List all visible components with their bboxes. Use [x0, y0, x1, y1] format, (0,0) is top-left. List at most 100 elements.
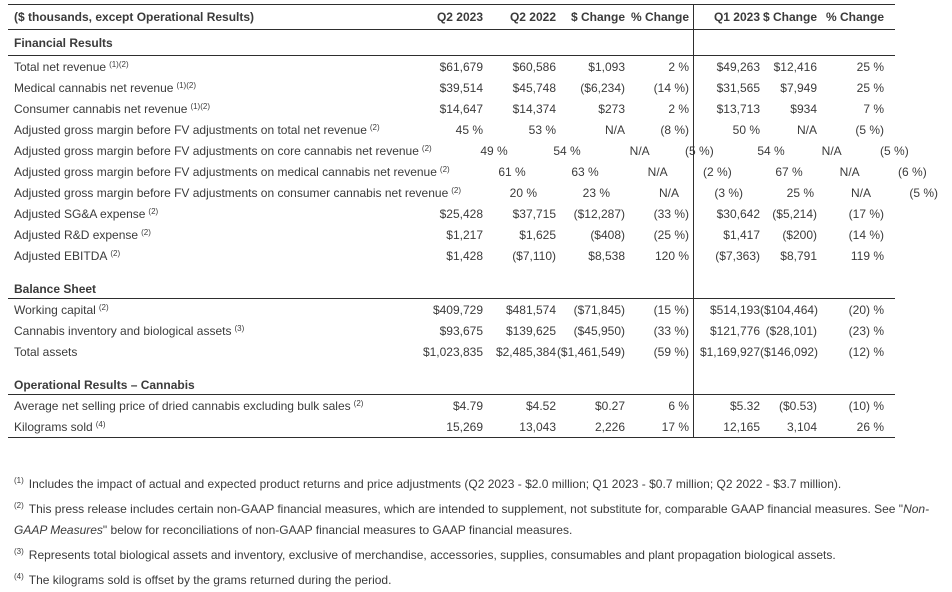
row-label: Adjusted gross margin before FV adjustme… — [14, 185, 462, 200]
section-header-operational-results: Operational Results – Cannabis — [8, 376, 895, 395]
footnote-ref: (2) — [148, 206, 159, 216]
footnote-ref: (2) — [421, 143, 432, 153]
table-cell: 49 % — [480, 143, 508, 158]
table-cell: ($200) — [782, 227, 817, 242]
table-row: Kilograms sold (4) 15,269 13,043 2,226 17… — [8, 416, 895, 437]
footnote-text: Includes the impact of actual and expect… — [28, 477, 842, 491]
table-cell: (5 %) — [909, 185, 939, 200]
footnote-ref: (2) — [353, 398, 364, 408]
table-cell: ($71,845) — [573, 302, 625, 317]
table-cell: (33 %) — [653, 206, 689, 221]
financial-summary-page: ($ thousands, except Operational Results… — [0, 4, 952, 592]
table-cell: $934 — [790, 101, 817, 116]
section-header-financial-results: Financial Results — [8, 30, 895, 56]
table-header-row: ($ thousands, except Operational Results… — [8, 4, 895, 30]
table-row: Adjusted SG&A expense (2) $25,428 $37,715… — [8, 203, 895, 224]
table-cell: 6 % — [668, 398, 689, 413]
column-header-q2-2023: Q2 2023 — [436, 10, 483, 24]
table-cell: (33 %) — [653, 323, 689, 338]
row-label: Adjusted SG&A expense (2) — [14, 206, 159, 221]
footnote-ref: (1)(2) — [176, 80, 196, 90]
footnote-ref: (2) — [369, 122, 380, 132]
footnote-ref: (2) — [141, 227, 151, 237]
table-cell: $1,023,835 — [422, 344, 483, 359]
table-cell: $1,217 — [446, 227, 483, 242]
footnote-text: The kilograms sold is offset by the gram… — [28, 573, 392, 587]
table-row: Working capital (2) $409,729 $481,574 ($7… — [8, 299, 895, 320]
row-label: Working capital (2) — [14, 302, 109, 317]
table-cell: 25 % — [856, 59, 884, 74]
column-header-q2-2022: Q2 2022 — [509, 10, 556, 24]
footnote-marker: (1) — [14, 476, 24, 485]
table-cell: 2 % — [668, 101, 689, 116]
table-cell: $139,625 — [505, 323, 556, 338]
table-cell: $31,565 — [716, 80, 760, 95]
table-cell: (5 %) — [880, 143, 909, 158]
table-cell: 7 % — [863, 101, 884, 116]
table-cell: $13,713 — [716, 101, 760, 116]
table-cell: 23 % — [582, 185, 611, 200]
table-cell: 15,269 — [446, 419, 483, 434]
section-gap — [8, 266, 895, 280]
table-cell: $37,715 — [512, 206, 556, 221]
table-cell: (3 %) — [714, 185, 744, 200]
table-cell: 26 % — [856, 419, 884, 434]
table-cell: 119 % — [850, 248, 884, 263]
table-cell: $273 — [598, 101, 625, 116]
footnote-ref: (4) — [95, 419, 106, 429]
table-cell: 20 % — [509, 185, 538, 200]
table-cell: ($1,461,549) — [556, 344, 625, 359]
table-cell: (8 %) — [660, 122, 689, 137]
table-cell: N/A — [629, 143, 650, 158]
table-cell: 61 % — [498, 164, 526, 179]
table-cell: 13,043 — [519, 419, 556, 434]
table-cell: $39,514 — [439, 80, 483, 95]
row-label: Adjusted R&D expense (2) — [14, 227, 151, 242]
table-cell: $514,193 — [709, 302, 760, 317]
table-cell: 2,226 — [594, 419, 625, 434]
table-cell: $45,748 — [512, 80, 556, 95]
row-label: Average net selling price of dried canna… — [14, 398, 364, 413]
footnote-1: (1) Includes the impact of actual and exp… — [14, 474, 940, 495]
table-cell: ($104,464) — [760, 302, 819, 317]
table-row: Adjusted EBITDA (2) $1,428 ($7,110) $8,53… — [8, 245, 895, 266]
table-header-label: ($ thousands, except Operational Results… — [14, 10, 255, 24]
section-header-balance-sheet: Balance Sheet — [8, 280, 895, 299]
table-row: Consumer cannabis net revenue (1)(2) $14,… — [8, 98, 895, 119]
column-header-percent-change-qoq: % Change — [825, 10, 884, 24]
balance-sheet-rows: Working capital (2) $409,729 $481,574 ($7… — [8, 299, 895, 362]
footnote-ref: (1)(2) — [109, 59, 129, 69]
table-cell: $0.27 — [594, 398, 625, 413]
table-cell: N/A — [821, 143, 842, 158]
row-label: Total net revenue (1)(2) — [14, 59, 129, 74]
table-cell: $5.32 — [729, 398, 760, 413]
table-cell: $61,679 — [439, 59, 483, 74]
table-cell: (23) % — [848, 323, 884, 338]
table-cell: 45 % — [455, 122, 483, 137]
table-cell: (10) % — [848, 398, 884, 413]
table-row: Cannabis inventory and biological assets… — [8, 320, 895, 341]
footnote-ref: (2) — [451, 185, 462, 195]
table-row: Medical cannabis net revenue (1)(2) $39,5… — [8, 77, 895, 98]
table-cell: (20) % — [848, 302, 884, 317]
footnote-3: (3) Represents total biological assets an… — [14, 545, 940, 566]
footnote-ref: (2) — [110, 248, 121, 258]
table-cell: ($146,092) — [760, 344, 819, 359]
table-cell: $1,417 — [723, 227, 760, 242]
table-cell: $14,647 — [439, 101, 483, 116]
row-label: Adjusted gross margin before FV adjustme… — [14, 122, 380, 137]
table-cell: 120 % — [654, 248, 689, 263]
table-cell: $14,374 — [512, 101, 556, 116]
table-cell: (5 %) — [855, 122, 884, 137]
table-cell: N/A — [839, 164, 860, 179]
table-cell: $30,642 — [716, 206, 760, 221]
table-cell: $12,416 — [773, 59, 817, 74]
column-header-dollar-change-yoy: $ Change — [570, 10, 625, 24]
financial-results-rows: Total net revenue (1)(2) $61,679 $60,586 … — [8, 56, 938, 266]
table-cell: ($7,363) — [715, 248, 760, 263]
footnote-marker: (4) — [14, 572, 24, 581]
table-cell: (5 %) — [685, 143, 714, 158]
table-cell: ($28,101) — [765, 323, 817, 338]
table-cell: $49,263 — [716, 59, 760, 74]
table-row: Adjusted gross margin before FV adjustme… — [8, 140, 909, 161]
